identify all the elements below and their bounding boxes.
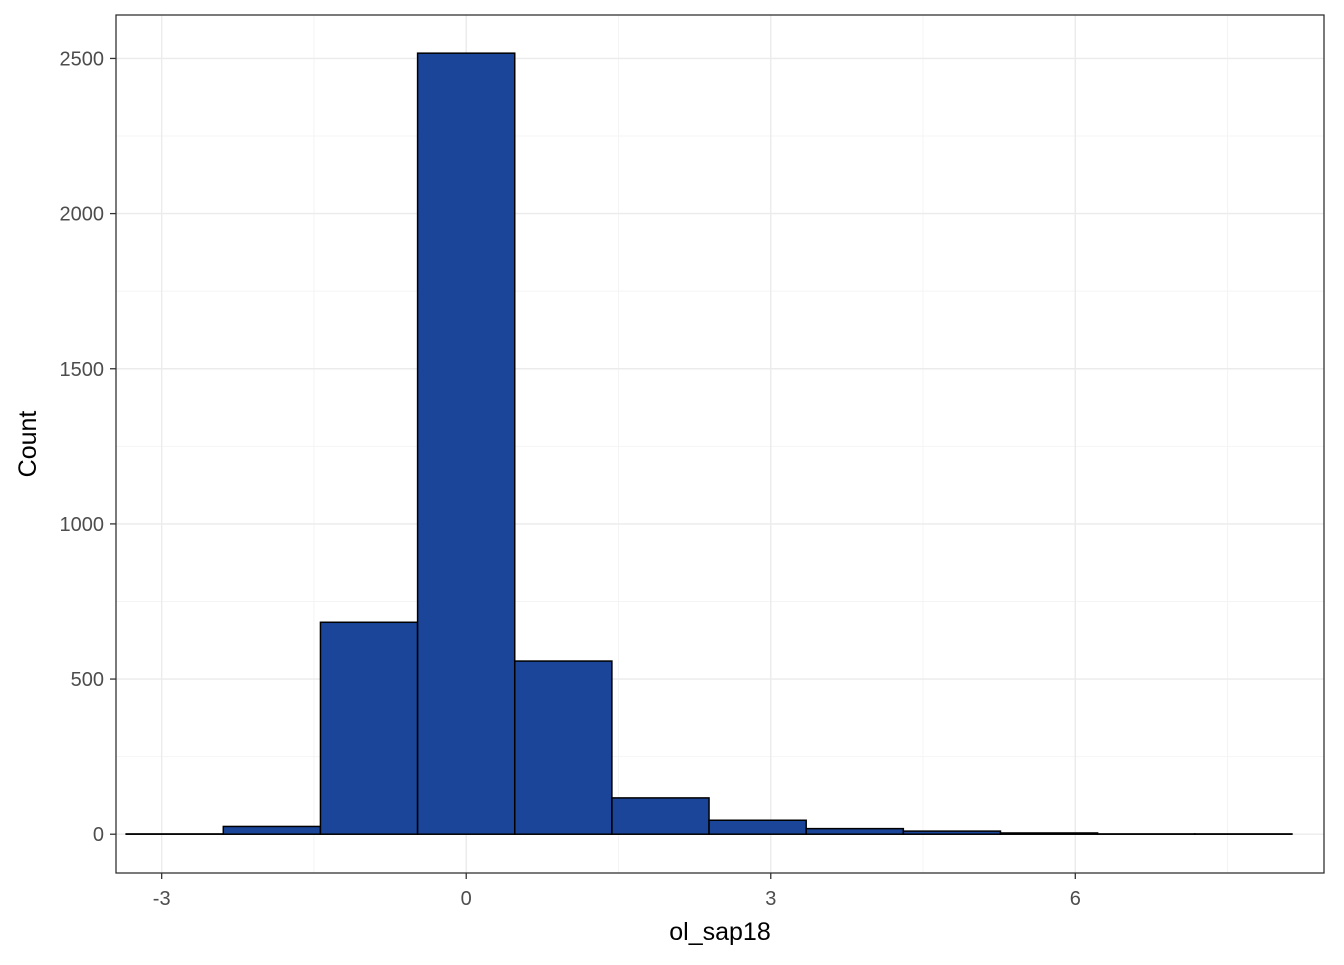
histogram-bar-10 (1000, 833, 1097, 834)
y-tick-label: 500 (71, 669, 104, 691)
histogram-bar-5 (515, 661, 612, 834)
histogram-bar-2 (223, 826, 320, 834)
x-tick-label: -3 (153, 888, 171, 910)
y-axis-title: Count (14, 411, 42, 478)
histogram-bar-8 (806, 829, 903, 835)
y-tick-label: 2000 (60, 204, 105, 226)
y-tick-label: 0 (93, 824, 104, 846)
histogram-bar-7 (709, 820, 806, 834)
x-tick-label: 3 (765, 888, 776, 910)
y-tick-label: 1500 (60, 359, 105, 381)
x-axis-title: ol_sap18 (669, 918, 770, 946)
grid-layer (116, 15, 1324, 873)
y-tick-label: 2500 (60, 48, 105, 70)
panel-border (116, 15, 1324, 873)
histogram-bar-9 (903, 831, 1000, 834)
bars-layer (126, 53, 1292, 834)
x-tick-label: 0 (461, 888, 472, 910)
histogram-bar-3 (320, 622, 417, 834)
y-tick-label: 1000 (60, 514, 105, 536)
histogram-bar-6 (612, 798, 709, 834)
histogram-bar-4 (418, 53, 515, 834)
x-tick-label: 6 (1070, 888, 1081, 910)
